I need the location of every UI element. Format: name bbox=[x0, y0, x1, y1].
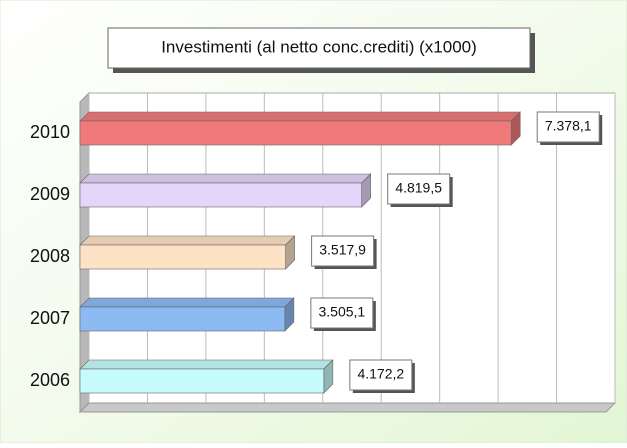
bar-top bbox=[79, 297, 295, 308]
bar bbox=[79, 111, 521, 146]
value-label-box bbox=[349, 359, 413, 391]
value-label-box bbox=[536, 111, 600, 143]
chart-title: Investimenti (al netto conc.crediti) (x1… bbox=[161, 37, 477, 56]
floor bbox=[78, 402, 617, 413]
bar-front bbox=[79, 182, 362, 208]
plot-area: 2010 7.378,1 2009 4.819,5 2008 3.517,9 2007 3.5… bbox=[30, 91, 617, 414]
bar-top bbox=[79, 359, 334, 370]
y-tick-label: 2007 bbox=[30, 308, 70, 328]
bar-top bbox=[79, 111, 521, 122]
value-label: 7.378,1 bbox=[545, 118, 592, 134]
value-label-box bbox=[311, 235, 375, 267]
bar-top bbox=[79, 173, 372, 184]
value-label-box bbox=[387, 173, 451, 205]
bar-top bbox=[79, 235, 296, 246]
value-label: 3.517,9 bbox=[319, 242, 366, 258]
bar-front bbox=[79, 306, 286, 332]
y-tick-label: 2008 bbox=[30, 246, 70, 266]
bar bbox=[79, 297, 295, 332]
title-box bbox=[107, 27, 531, 69]
bar bbox=[79, 359, 334, 394]
bar bbox=[79, 173, 372, 208]
bar-front bbox=[79, 120, 512, 146]
y-tick-label: 2009 bbox=[30, 184, 70, 204]
bar bbox=[79, 235, 296, 270]
value-label: 4.172,2 bbox=[357, 366, 404, 382]
y-tick-label: 2006 bbox=[30, 370, 70, 390]
value-label: 4.819,5 bbox=[395, 180, 442, 196]
bar-front bbox=[79, 368, 325, 394]
bar-front bbox=[79, 244, 286, 270]
value-label-box bbox=[310, 297, 374, 329]
value-label: 3.505,1 bbox=[318, 304, 365, 320]
y-tick-label: 2010 bbox=[30, 122, 70, 142]
